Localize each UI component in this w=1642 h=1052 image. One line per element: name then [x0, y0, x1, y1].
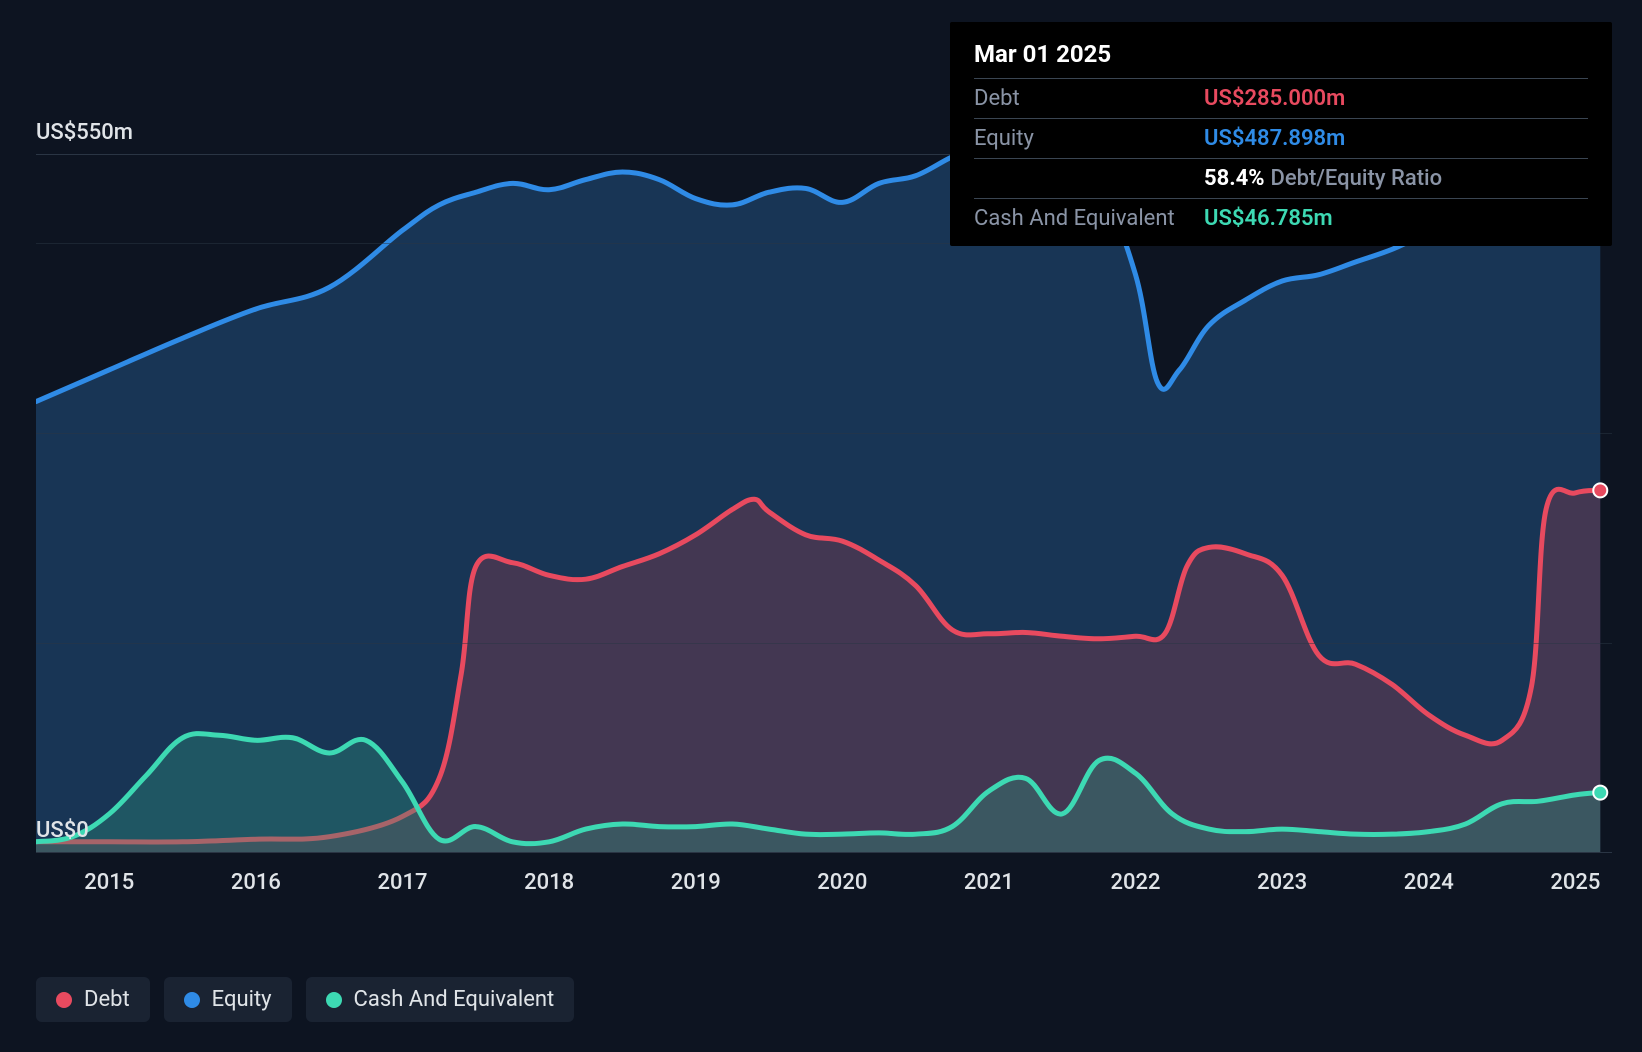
tooltip-row: Cash And EquivalentUS$46.785m — [974, 198, 1588, 238]
x-axis-label: 2019 — [671, 870, 721, 895]
x-axis-label: 2024 — [1404, 870, 1454, 895]
chart-legend: Debt Equity Cash And Equivalent — [36, 977, 574, 1022]
legend-item-debt[interactable]: Debt — [36, 977, 150, 1022]
legend-item-cash-and-equivalent[interactable]: Cash And Equivalent — [306, 977, 575, 1022]
tooltip-row: 58.4%Debt/Equity Ratio — [974, 158, 1588, 198]
legend-dot — [326, 992, 342, 1008]
gridline — [36, 643, 1612, 644]
tooltip-value: US$487.898m — [1204, 126, 1345, 151]
tooltip-rows: DebtUS$285.000mEquityUS$487.898m58.4%Deb… — [974, 78, 1588, 238]
x-axis-label: 2022 — [1111, 870, 1161, 895]
tooltip-label: Cash And Equivalent — [974, 206, 1204, 231]
tooltip-ratio-label: Debt/Equity Ratio — [1271, 166, 1443, 191]
series-end-marker-debt — [1593, 483, 1607, 497]
tooltip-value: US$285.000m — [1204, 86, 1345, 111]
x-axis-label: 2023 — [1257, 870, 1307, 895]
gridline — [36, 433, 1612, 434]
tooltip-title: Mar 01 2025 — [974, 40, 1588, 78]
x-axis-label: 2018 — [524, 870, 574, 895]
tooltip-ratio-pct: 58.4% — [1204, 166, 1265, 191]
tooltip-row: EquityUS$487.898m — [974, 118, 1588, 158]
tooltip-label: Equity — [974, 126, 1204, 151]
tooltip-row: DebtUS$285.000m — [974, 78, 1588, 118]
legend-label: Debt — [84, 987, 130, 1012]
legend-label: Equity — [212, 987, 272, 1012]
x-axis-label: 2015 — [84, 870, 134, 895]
legend-item-equity[interactable]: Equity — [164, 977, 292, 1022]
chart-tooltip: Mar 01 2025 DebtUS$285.000mEquityUS$487.… — [950, 22, 1612, 246]
y-axis-label: US$550m — [36, 120, 133, 145]
x-axis-label: 2020 — [817, 870, 867, 895]
legend-dot — [56, 992, 72, 1008]
series-end-marker-cash — [1593, 786, 1607, 800]
legend-label: Cash And Equivalent — [354, 987, 555, 1012]
x-axis-label: 2021 — [964, 870, 1014, 895]
legend-dot — [184, 992, 200, 1008]
gridline — [36, 852, 1612, 853]
tooltip-label: Debt — [974, 86, 1204, 111]
tooltip-value: US$46.785m — [1204, 206, 1333, 231]
x-axis-label: 2025 — [1550, 870, 1600, 895]
y-axis-label: US$0 — [36, 818, 89, 843]
chart-container: US$0 US$550m 2015 2016 2017 2018 2019 2020 2021 2… — [0, 0, 1642, 1052]
x-axis-label: 2016 — [231, 870, 281, 895]
x-axis-label: 2017 — [377, 870, 427, 895]
